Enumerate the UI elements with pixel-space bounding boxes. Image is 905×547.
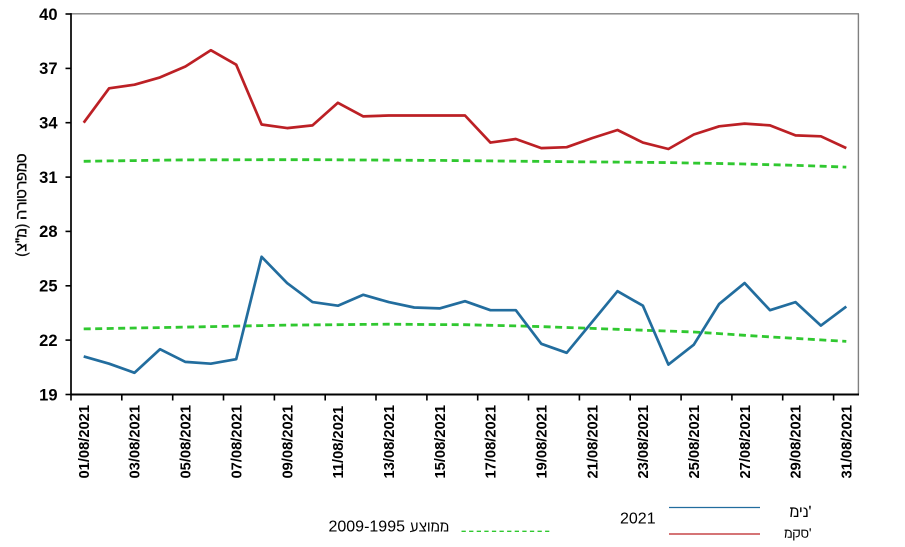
svg-text:23/08/2021: 23/08/2021 xyxy=(636,405,652,479)
svg-text:09/08/2021: 09/08/2021 xyxy=(280,405,296,479)
svg-text:2009-1995: 2009-1995 xyxy=(328,519,405,536)
svg-text:40: 40 xyxy=(39,6,57,24)
svg-text:19/08/2021: 19/08/2021 xyxy=(535,405,551,479)
svg-text:25/08/2021: 25/08/2021 xyxy=(687,405,703,479)
svg-text:13/08/2021: 13/08/2021 xyxy=(382,405,398,479)
svg-text:03/08/2021: 03/08/2021 xyxy=(128,405,144,479)
svg-text:37: 37 xyxy=(39,60,57,78)
svg-text:19: 19 xyxy=(39,386,57,404)
svg-text:07/08/2021: 07/08/2021 xyxy=(229,405,245,479)
svg-text:31/08/2021: 31/08/2021 xyxy=(840,405,856,479)
svg-text:05/08/2021: 05/08/2021 xyxy=(179,405,195,479)
svg-text:34: 34 xyxy=(39,115,58,133)
svg-text:2021: 2021 xyxy=(620,511,656,528)
svg-text:22: 22 xyxy=(39,332,57,350)
svg-text:01/08/2021: 01/08/2021 xyxy=(77,405,93,479)
svg-text:29/08/2021: 29/08/2021 xyxy=(789,405,805,479)
svg-text:25: 25 xyxy=(39,278,57,296)
svg-text:11/08/2021: 11/08/2021 xyxy=(331,406,347,479)
svg-text:15/08/2021: 15/08/2021 xyxy=(433,405,449,479)
svg-text:17/08/2021: 17/08/2021 xyxy=(484,405,500,479)
svg-text:31: 31 xyxy=(39,169,57,187)
svg-text:21/08/2021: 21/08/2021 xyxy=(585,405,601,479)
svg-text:27/08/2021: 27/08/2021 xyxy=(738,405,754,479)
svg-text:28: 28 xyxy=(39,223,57,241)
